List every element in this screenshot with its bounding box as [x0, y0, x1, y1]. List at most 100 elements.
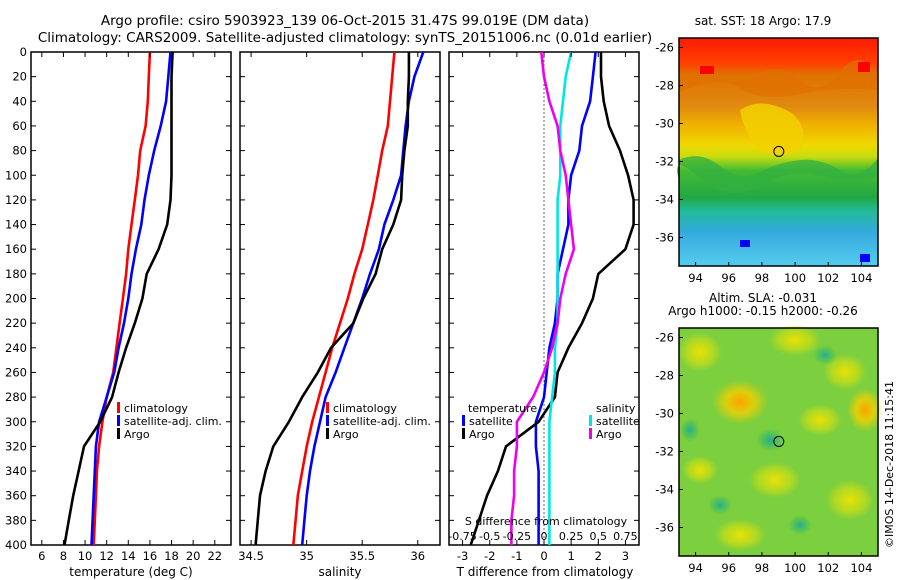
sla-high — [678, 332, 722, 372]
x-axis-ticks: 6 8 10 12 14 16 18 20 22 34.5 35 35.5 36 -3 -2 -1 0 1 2 3-0… — [38, 52, 638, 563]
series-line-salinity-satellite — [548, 52, 573, 545]
legend-label-temp-argo: Argo — [469, 428, 495, 441]
sst-red-patch — [700, 66, 714, 74]
legend-swatch-climatology — [326, 402, 329, 413]
map-lon-label: 94 — [688, 271, 703, 285]
difference-xlabel: T difference from climatology — [456, 565, 634, 579]
salinity-lines — [254, 52, 425, 545]
depth-tick-label: 260 — [5, 365, 27, 379]
figure-title-line2: Climatology: CARS2009. Satellite-adjuste… — [38, 30, 652, 46]
map-lat-label: -32 — [655, 155, 674, 169]
series-line-satellite-adj-clim- — [90, 52, 172, 545]
depth-axis: 0 20 40 60 80 100 120 140 160 180 200 220 240 260 280 3… — [5, 45, 639, 552]
map-lat-label: -36 — [655, 521, 674, 535]
x-tick-label: 8 — [60, 549, 67, 563]
legend-swatch-argo — [326, 428, 329, 439]
legend-swatch-temp-argo — [462, 428, 465, 439]
x-tick-label: 34.5 — [238, 549, 264, 563]
x-tick-label-salinity: -0.5 — [479, 530, 500, 543]
temperature-lines — [63, 52, 174, 545]
x-tick-label-salinity: 0.5 — [590, 530, 608, 543]
x-tick-label: 12 — [99, 549, 114, 563]
legend-title-salinity: salinity — [596, 402, 636, 415]
sst-map-frame — [678, 37, 879, 267]
map-lon-label: 100 — [784, 561, 806, 575]
sla-low — [680, 418, 700, 442]
sla-high — [847, 388, 883, 432]
x-tick-label: 35 — [299, 549, 314, 563]
legend-swatch-satellite — [326, 415, 329, 426]
legend-swatch-sal-satellite — [589, 415, 592, 426]
legend-label-climatology: climatology — [333, 402, 397, 415]
legend-label-sal-satellite: satellite — [596, 415, 640, 428]
sla-high — [712, 380, 768, 424]
map-lon-label: 98 — [755, 271, 770, 285]
salinity-xlabel: salinity — [318, 565, 361, 579]
x-tick-label: -3 — [457, 549, 468, 563]
map-lon-label: 104 — [850, 561, 872, 575]
x-tick-label-salinity: 0.25 — [559, 530, 584, 543]
sst-map — [676, 37, 879, 267]
x-tick-label: -1 — [511, 549, 522, 563]
map-lat-label: -28 — [655, 369, 674, 383]
map-lat-label: -36 — [655, 231, 674, 245]
x-tick-label-salinity: -0.75 — [448, 530, 476, 543]
x-tick-label-salinity: 0.75 — [613, 530, 638, 543]
map-lon-label: 102 — [817, 271, 839, 285]
series-line-salinity-argo — [510, 52, 576, 545]
figure-title-line1: Argo profile: csiro 5903923_139 06-Oct-2… — [101, 13, 589, 29]
sla-map-subtitle: Argo h1000: -0.15 h2000: -0.26 — [668, 304, 858, 318]
depth-tick-label: 220 — [5, 316, 27, 330]
depth-tick-label: 120 — [5, 193, 27, 207]
depth-tick-label: 300 — [5, 415, 27, 429]
sla-low — [708, 495, 732, 515]
x-tick-label: 6 — [38, 549, 45, 563]
sst-band-orange — [679, 59, 878, 97]
salinity-legend: climatology satellite-adj. clim. Argo — [326, 402, 431, 441]
sla-map-title: Altim. SLA: -0.031 — [709, 291, 817, 305]
map-lat-label: -30 — [655, 407, 674, 421]
series-line-climatology — [92, 52, 152, 545]
sla-low — [756, 428, 784, 452]
depth-tick-label: 240 — [5, 341, 27, 355]
series-line-argo — [63, 52, 174, 545]
map-lat-label: -32 — [655, 445, 674, 459]
sla-low — [788, 515, 812, 535]
depth-tick-label: 380 — [5, 513, 27, 527]
depth-tick-label: 320 — [5, 439, 27, 453]
sla-high — [826, 480, 874, 520]
legend-label-sal-argo: Argo — [596, 428, 622, 441]
difference-xlabel-top: S difference from climatology — [465, 515, 628, 528]
x-tick-label: 22 — [207, 549, 222, 563]
map-lon-label: 100 — [784, 271, 806, 285]
x-tick-label-salinity: -0.25 — [503, 530, 531, 543]
legend-label-satellite: satellite-adj. clim. — [124, 415, 222, 428]
legend-label-satellite: satellite-adj. clim. — [333, 415, 431, 428]
x-tick-label: -2 — [484, 549, 495, 563]
salinity-panel — [239, 51, 441, 546]
temperature-xlabel: temperature (deg C) — [69, 565, 192, 579]
sla-map — [678, 324, 883, 557]
depth-tick-label: 360 — [5, 489, 27, 503]
depth-tick-label: 160 — [5, 242, 27, 256]
x-tick-label: 20 — [186, 549, 201, 563]
sla-low — [813, 345, 837, 365]
legend-swatch-argo — [117, 428, 120, 439]
depth-tick-label: 40 — [12, 94, 27, 108]
depth-tick-label: 100 — [5, 168, 27, 182]
map-lat-label: -34 — [655, 483, 674, 497]
x-tick-label: 0 — [540, 549, 547, 563]
depth-tick-label: 60 — [12, 119, 27, 133]
sla-high — [682, 456, 718, 484]
legend-swatch-temp-satellite — [462, 415, 465, 426]
depth-tick-label: 340 — [5, 464, 27, 478]
map-axes: 94 96 98 100 102 104 -26 -28 -30 -32 -34 -36 94 96 98 1… — [655, 41, 872, 576]
map-lon-label: 94 — [688, 561, 703, 575]
x-tick-label: 18 — [164, 549, 179, 563]
map-lon-label: 102 — [817, 561, 839, 575]
map-lon-label: 98 — [755, 561, 770, 575]
depth-tick-label: 280 — [5, 390, 27, 404]
series-line-temperature-argo — [469, 52, 635, 545]
difference-legend-temperature: temperature satellite Argo — [462, 402, 537, 441]
map-lat-label: -26 — [655, 41, 674, 55]
